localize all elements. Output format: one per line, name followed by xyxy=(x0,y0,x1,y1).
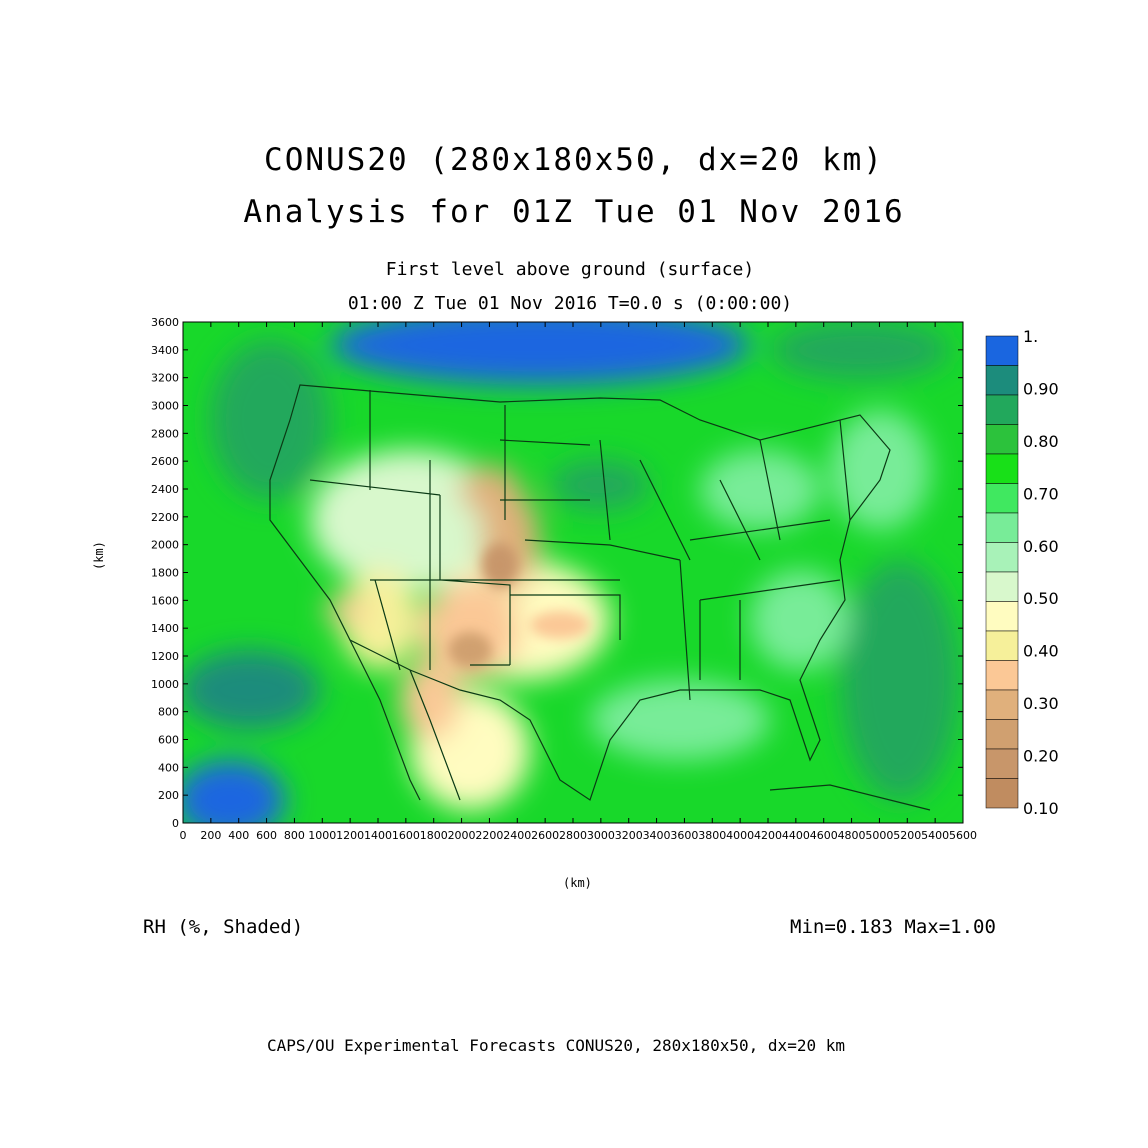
y-tick-label: 2400 xyxy=(151,483,179,496)
colorbar-label: 1. xyxy=(1023,327,1038,346)
x-tick-label: 3600 xyxy=(670,829,698,842)
x-tick-label: 1200 xyxy=(336,829,364,842)
colorbar-swatch xyxy=(985,394,1019,425)
y-tick-label: 1600 xyxy=(151,594,179,607)
y-tick-label: 3400 xyxy=(151,344,179,357)
colorbar-label: 0.30 xyxy=(1023,694,1059,713)
x-tick-label: 200 xyxy=(200,829,221,842)
x-tick-label: 5600 xyxy=(949,829,977,842)
y-tick-label: 3600 xyxy=(151,316,179,329)
colorbar: 1. 0.90 0.80 0.70 0.60 0.50 0.40 0.30 0.20 0.10 xyxy=(985,327,1059,818)
colorbar-swatch xyxy=(985,483,1019,514)
x-tick-label: 3800 xyxy=(698,829,726,842)
colorbar-label: 0.60 xyxy=(1023,537,1059,556)
colorbar-swatch xyxy=(985,630,1019,661)
x-tick-label: 4600 xyxy=(810,829,838,842)
colorbar-swatch xyxy=(985,365,1019,396)
boundary-lines xyxy=(269,384,931,811)
us-outline xyxy=(269,384,891,801)
y-tick-label: 3200 xyxy=(151,372,179,385)
colorbar-label: 0.90 xyxy=(1023,379,1059,398)
credit-label: CAPS/OU Experimental Forecasts CONUS20, … xyxy=(267,1036,845,1055)
map-title: CONUS20 (280x180x50, dx=20 km) xyxy=(264,142,884,178)
x-tick-label: 1600 xyxy=(392,829,420,842)
y-tick-label: 0 xyxy=(172,817,179,830)
colorbar-swatch xyxy=(985,719,1019,750)
x-tick-label: 1000 xyxy=(308,829,336,842)
x-tick-label: 4000 xyxy=(726,829,754,842)
x-axis: 0 200 400 600 800 1000 1200 1400 1600 1800 2000 220… xyxy=(180,322,977,842)
x-tick-label: 3000 xyxy=(587,829,615,842)
y-tick-label: 2800 xyxy=(151,427,179,440)
x-tick-label: 2600 xyxy=(531,829,559,842)
x-tick-label: 800 xyxy=(284,829,305,842)
variable-label: RH (%, Shaded) xyxy=(143,916,304,938)
y-tick-label: 1000 xyxy=(151,678,179,691)
x-tick-label: 3400 xyxy=(643,829,671,842)
y-axis: 0 200 400 600 800 1000 1200 1400 1600 1800 2000 220… xyxy=(151,316,963,830)
colorbar-swatch xyxy=(985,512,1019,543)
level-label: First level above ground (surface) xyxy=(385,259,755,280)
colorbar-label: 0.50 xyxy=(1023,589,1059,608)
y-tick-label: 2000 xyxy=(151,539,179,552)
x-tick-label: 2200 xyxy=(475,829,503,842)
mexico-coast xyxy=(349,639,461,801)
colorbar-swatch xyxy=(985,660,1019,691)
x-tick-label: 1800 xyxy=(420,829,448,842)
x-tick-label: 3200 xyxy=(615,829,643,842)
colorbar-swatch xyxy=(985,778,1019,809)
x-tick-label: 5000 xyxy=(865,829,893,842)
colorbar-swatch xyxy=(985,335,1019,366)
y-tick-label: 3000 xyxy=(151,400,179,413)
colorbar-swatch xyxy=(985,542,1019,573)
x-tick-label: 1400 xyxy=(364,829,392,842)
x-tick-label: 0 xyxy=(180,829,187,842)
colorbar-swatch xyxy=(985,453,1019,484)
y-tick-label: 400 xyxy=(158,761,179,774)
y-tick-label: 800 xyxy=(158,706,179,719)
y-tick-label: 1400 xyxy=(151,622,179,635)
x-tick-label: 400 xyxy=(228,829,249,842)
colorbar-label: 0.70 xyxy=(1023,484,1059,503)
colorbar-label: 0.20 xyxy=(1023,747,1059,766)
colorbar-swatch xyxy=(985,601,1019,632)
x-tick-label: 4200 xyxy=(754,829,782,842)
state-lines xyxy=(309,390,851,701)
colorbar-swatch xyxy=(985,689,1019,720)
map-subtitle-analysis: Analysis for 01Z Tue 01 Nov 2016 xyxy=(243,194,905,230)
minmax-label: Min=0.183 Max=1.00 xyxy=(790,916,996,938)
x-tick-label: 5400 xyxy=(921,829,949,842)
x-tick-label: 4400 xyxy=(782,829,810,842)
x-tick-label: 5200 xyxy=(893,829,921,842)
time-label: 01:00 Z Tue 01 Nov 2016 T=0.0 s (0:00:00… xyxy=(347,293,793,314)
x-tick-label: 2800 xyxy=(559,829,587,842)
y-tick-label: 1200 xyxy=(151,650,179,663)
x-tick-label: 2000 xyxy=(448,829,476,842)
colorbar-label: 0.40 xyxy=(1023,642,1059,661)
y-tick-label: 600 xyxy=(158,734,179,747)
y-tick-label: 1800 xyxy=(151,567,179,580)
colorbar-label: 0.10 xyxy=(1023,799,1059,818)
colorbar-label: 0.80 xyxy=(1023,432,1059,451)
y-axis-label: (km) xyxy=(92,541,106,570)
colorbar-swatch xyxy=(985,424,1019,455)
y-tick-label: 200 xyxy=(158,789,179,802)
x-axis-label: (km) xyxy=(563,876,592,890)
x-tick-label: 600 xyxy=(256,829,277,842)
x-tick-label: 2400 xyxy=(503,829,531,842)
x-tick-label: 4800 xyxy=(838,829,866,842)
y-tick-label: 2200 xyxy=(151,511,179,524)
y-tick-label: 2600 xyxy=(151,455,179,468)
colorbar-swatch xyxy=(985,571,1019,602)
rh-field xyxy=(183,322,963,823)
cuba-outline xyxy=(769,784,931,811)
colorbar-swatch xyxy=(985,748,1019,779)
